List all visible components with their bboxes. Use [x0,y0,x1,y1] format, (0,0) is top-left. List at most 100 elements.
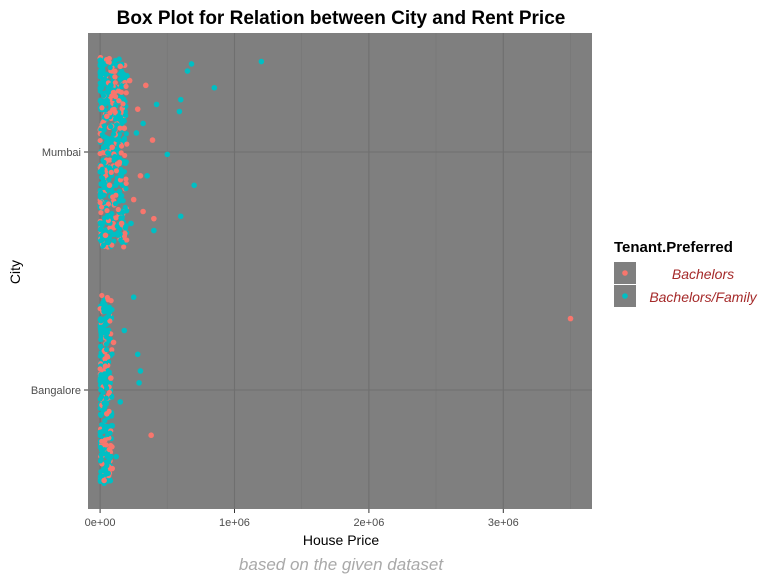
data-point [176,108,183,115]
cloud-point [118,94,125,100]
cloud-point [116,155,123,161]
cloud-point [97,411,104,418]
cloud-point [124,208,130,214]
data-point [113,453,120,460]
cloud-point [107,455,113,461]
cloud-point [104,214,111,220]
cloud-point [109,394,115,400]
cloud-point [104,463,110,469]
cloud-point [98,387,104,393]
data-point [118,220,125,227]
cloud-point [104,346,110,353]
cloud-point [112,201,119,207]
data-point [110,339,117,346]
cloud-point [107,157,113,163]
cloud-point [113,192,119,198]
cloud-point [100,178,106,184]
data-point [110,89,117,96]
cloud-point [97,88,103,94]
data-point [106,446,113,453]
data-point [136,380,142,386]
data-point [105,58,111,65]
cloud-point [97,80,103,86]
cloud-point [112,109,118,115]
cloud-point [97,137,103,144]
cloud-point [101,425,108,431]
cloud-point [98,372,104,378]
data-point [191,182,197,189]
cloud-point [97,458,104,464]
cloud-point [105,150,111,156]
cloud-point [122,160,129,166]
cloud-point [103,341,109,347]
cloud-point [109,347,115,353]
cloud-point [121,118,127,124]
data-point [126,77,133,84]
data-point [144,173,150,179]
data-point [130,196,137,203]
data-point [109,465,115,472]
cloud-point [117,114,124,120]
cloud-point [108,413,115,419]
x-tick-label: 3e+06 [488,517,519,529]
cloud-point [106,177,112,183]
cloud-point [118,143,125,149]
cloud-point [97,396,103,402]
data-point [177,213,184,220]
data-point [102,363,109,370]
cloud-point [99,429,105,435]
data-point [134,106,141,112]
cloud-point [99,65,106,71]
plot-panel [88,33,592,509]
data-point [164,151,171,158]
y-tick-label: Mumbai [42,147,81,159]
cloud-point [123,176,129,182]
legend-swatch-bachelors-family [622,293,628,299]
cloud-point [121,244,127,250]
data-point [140,120,146,127]
cloud-point [97,433,103,439]
cloud-point [97,200,103,206]
cloud-point [97,477,103,484]
cloud-point [99,222,105,228]
data-point [211,84,218,91]
data-point [149,137,156,143]
cloud-point [108,229,114,235]
cloud-point [123,83,129,89]
cloud-point [98,238,104,244]
cloud-point [109,351,115,357]
data-point [177,96,184,103]
cloud-point [105,187,111,193]
legend-swatch-bachelors [622,270,628,276]
data-point [142,82,149,89]
cloud-point [99,105,105,111]
cloud-point [99,132,105,138]
data-point [121,125,128,131]
data-point [121,327,128,334]
cloud-point [115,206,121,213]
data-point [104,113,110,120]
cloud-point [118,215,124,221]
cloud-point [116,131,122,138]
cloud-point [101,123,107,129]
cloud-point [124,141,130,147]
cloud-point [103,330,109,337]
cloud-point [100,324,106,330]
cloud-point [123,223,129,229]
data-point [128,220,134,227]
data-point [109,422,115,429]
cloud-point [117,177,124,183]
cloud-point [111,127,117,133]
cloud-point [109,188,115,194]
x-tick-label: 0e+00 [85,517,116,529]
cloud-point [101,184,107,191]
data-points [101,58,574,484]
cloud-point [114,122,120,128]
cloud-point [123,90,129,96]
grid-lines [88,33,592,509]
data-point [101,308,107,315]
data-point [134,351,141,358]
cloud-point [100,242,107,248]
cloud-point [106,306,112,312]
data-point [133,130,140,136]
